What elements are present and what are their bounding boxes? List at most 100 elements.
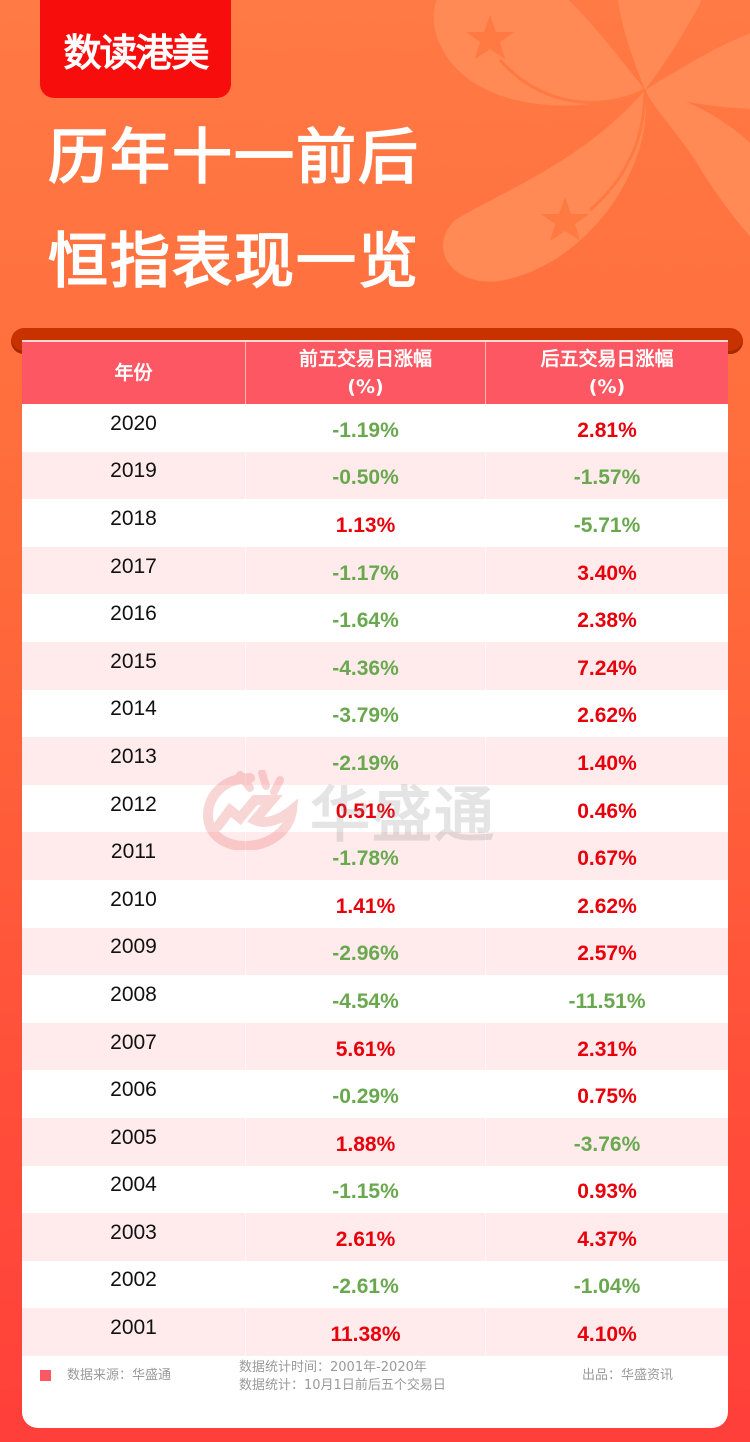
header-before-label: 前五交易日涨幅: [298, 348, 432, 370]
cell-after-change: 2.31%: [485, 1022, 728, 1071]
cell-year: 2007: [110, 1030, 157, 1054]
cell-year: 2015: [110, 649, 157, 673]
cell-after-change: 4.10%: [485, 1308, 728, 1356]
cell-before-change: 0.51%: [245, 784, 485, 833]
cell-after-change: 3.40%: [485, 546, 728, 595]
cell-after-change: 2.57%: [485, 927, 728, 976]
cell-year: 2011: [110, 840, 157, 864]
header-before: 前五交易日涨幅 (%): [245, 342, 485, 404]
headline-line1: 历年十一前后: [48, 123, 420, 193]
cell-year: 2016: [110, 602, 157, 626]
table-row: 2015 -4.36% 7.24%: [22, 641, 728, 690]
headline-line2: 恒指表现一览: [48, 227, 420, 297]
table-row: 2005 1.88% -3.76%: [22, 1117, 728, 1166]
cell-before-change: -1.78%: [245, 832, 485, 880]
data-range: 数据统计时间：2001年-2020年 数据统计：10月1日前后五个交易日: [239, 1359, 446, 1395]
cell-year: 2006: [110, 1078, 157, 1102]
cell-before-change: -4.54%: [245, 975, 485, 1023]
cell-after-change: 0.46%: [485, 784, 728, 833]
cell-after-change: 1.40%: [485, 737, 728, 785]
cell-before-change: -0.29%: [245, 1070, 485, 1118]
table-row: 2003 2.61% 4.37%: [22, 1213, 728, 1261]
table-row: 2017 -1.17% 3.40%: [22, 546, 728, 595]
cell-year: 2018: [110, 506, 157, 530]
table-row: 2019 -0.50% -1.57%: [22, 451, 728, 500]
cell-after-change: -1.04%: [485, 1260, 728, 1309]
bauhinia-flower-icon: [433, 0, 750, 282]
table-row: 2011 -1.78% 0.67%: [22, 832, 728, 880]
cell-before-change: -2.19%: [245, 737, 485, 785]
cell-year: 2010: [110, 887, 157, 911]
legend-square-icon: [40, 1370, 51, 1381]
cell-year: 2003: [110, 1220, 157, 1244]
data-card: 年份 前五交易日涨幅 (%) 后五交易日涨幅 (%) 2020 -1.19% 2.8…: [22, 340, 728, 1428]
cell-after-change: 2.81%: [485, 404, 728, 452]
header-after: 后五交易日涨幅 (%): [485, 342, 728, 404]
cell-year: 2019: [110, 459, 157, 483]
header-year: 年份: [22, 342, 245, 404]
table-row: 2014 -3.79% 2.62%: [22, 689, 728, 738]
footer: 数据来源：华盛通 数据统计时间：2001年-2020年 数据统计：10月1日前后…: [22, 1356, 728, 1416]
table-row: 2004 -1.15% 0.93%: [22, 1165, 728, 1214]
cell-after-change: -5.71%: [485, 499, 728, 547]
header-after-unit: (%): [588, 376, 626, 398]
table-row: 2008 -4.54% -11.51%: [22, 975, 728, 1023]
cell-before-change: -2.96%: [245, 927, 485, 976]
table-row: 2001 11.38% 4.10%: [22, 1308, 728, 1356]
data-range-scope: 数据统计：10月1日前后五个交易日: [239, 1378, 446, 1393]
cell-before-change: -1.19%: [245, 404, 485, 452]
cell-before-change: -1.17%: [245, 546, 485, 595]
header-before-unit: (%): [347, 376, 384, 398]
cell-after-change: 4.37%: [485, 1213, 728, 1261]
cell-year: 2004: [110, 1173, 157, 1197]
cell-year: 2009: [110, 935, 157, 959]
cell-after-change: 7.24%: [485, 641, 728, 690]
cell-after-change: -11.51%: [485, 975, 728, 1023]
table-body: 2020 -1.19% 2.81% 2019 -0.50% -1.57% 2018 1.13%…: [22, 404, 728, 1356]
table-row: 2013 -2.19% 1.40%: [22, 737, 728, 785]
cell-before-change: 5.61%: [245, 1022, 485, 1071]
cell-after-change: 2.62%: [485, 879, 728, 928]
table-row: 2018 1.13% -5.71%: [22, 499, 728, 547]
cell-year: 2020: [110, 411, 157, 435]
table-header: 年份 前五交易日涨幅 (%) 后五交易日涨幅 (%): [22, 340, 728, 404]
cell-year: 2002: [110, 1268, 157, 1292]
cell-after-change: 2.38%: [485, 594, 728, 642]
cell-before-change: 1.88%: [245, 1117, 485, 1166]
table-row: 2016 -1.64% 2.38%: [22, 594, 728, 642]
cell-after-change: 0.67%: [485, 832, 728, 880]
cell-before-change: -4.36%: [245, 641, 485, 690]
cell-before-change: 11.38%: [245, 1308, 485, 1356]
cell-year: 2017: [110, 554, 157, 578]
cell-after-change: 2.62%: [485, 689, 728, 738]
cell-year: 2001: [110, 1316, 157, 1340]
table-row: 2002 -2.61% -1.04%: [22, 1260, 728, 1309]
cell-after-change: 0.75%: [485, 1070, 728, 1118]
cell-before-change: -3.79%: [245, 689, 485, 738]
cell-before-change: -2.61%: [245, 1260, 485, 1309]
cell-before-change: 1.13%: [245, 499, 485, 547]
data-range-period: 数据统计时间：2001年-2020年: [239, 1360, 427, 1375]
table-row: 2010 1.41% 2.62%: [22, 879, 728, 928]
cell-after-change: 0.93%: [485, 1165, 728, 1214]
cell-before-change: -0.50%: [245, 451, 485, 500]
cell-before-change: -1.64%: [245, 594, 485, 642]
cell-after-change: -3.76%: [485, 1117, 728, 1166]
header-after-label: 后五交易日涨幅: [540, 348, 674, 370]
brand-tag: 数读港美: [40, 0, 231, 98]
table-row: 2009 -2.96% 2.57%: [22, 927, 728, 976]
header-year-label: 年份: [114, 362, 153, 384]
cell-before-change: 1.41%: [245, 879, 485, 928]
table-row: 2006 -0.29% 0.75%: [22, 1070, 728, 1118]
cell-year: 2005: [110, 1125, 157, 1149]
data-source: 数据来源：华盛通: [67, 1368, 172, 1383]
table-row: 2007 5.61% 2.31%: [22, 1022, 728, 1071]
table-row: 2012 0.51% 0.46%: [22, 784, 728, 833]
cell-year: 2008: [110, 982, 157, 1006]
table-row: 2020 -1.19% 2.81%: [22, 404, 728, 452]
cell-before-change: -1.15%: [245, 1165, 485, 1214]
cell-before-change: 2.61%: [245, 1213, 485, 1261]
producer: 出品：华盛资讯: [582, 1368, 674, 1383]
cell-year: 2012: [110, 792, 157, 816]
cell-year: 2014: [110, 697, 157, 721]
